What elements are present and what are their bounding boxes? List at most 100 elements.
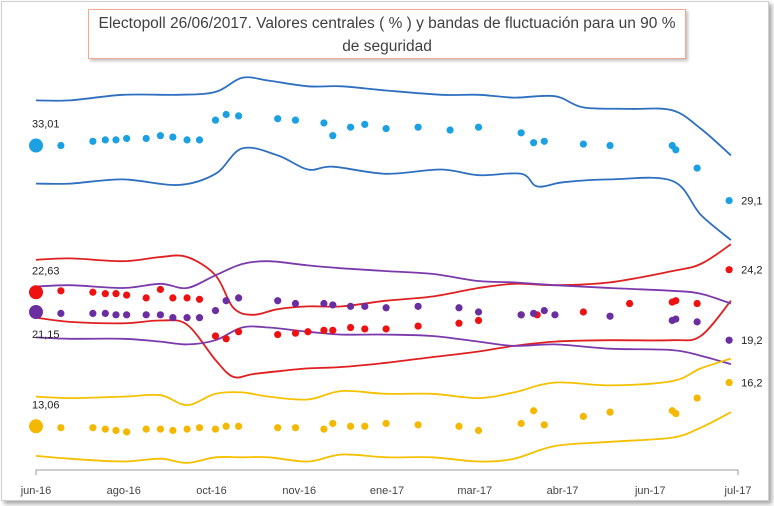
x-tick-label: abr-17	[547, 485, 579, 497]
data-point	[183, 136, 191, 144]
data-point	[112, 426, 120, 435]
data-point	[89, 137, 97, 145]
data-point	[455, 304, 463, 312]
data-point	[625, 299, 634, 308]
data-point	[455, 422, 463, 430]
start-value-label: 33,01	[32, 119, 60, 131]
data-point	[101, 290, 109, 298]
data-point	[304, 328, 312, 336]
data-point	[195, 314, 204, 322]
start-point	[29, 419, 43, 434]
data-point	[530, 407, 538, 415]
data-point	[222, 335, 230, 343]
x-tick-label: nov-16	[282, 485, 316, 497]
data-point	[101, 425, 109, 433]
x-tick-label: jul-17	[724, 485, 752, 497]
data-point	[274, 424, 282, 432]
chart-title: Electopoll 26/06/2017. Valores centrales…	[88, 9, 686, 59]
data-point	[725, 378, 733, 387]
data-point	[142, 294, 150, 302]
data-point	[222, 422, 230, 430]
data-point	[320, 326, 328, 334]
data-point	[579, 140, 587, 148]
start-point	[29, 138, 43, 153]
data-point	[57, 424, 65, 432]
data-point	[112, 290, 120, 298]
data-point	[693, 164, 701, 172]
data-point	[361, 422, 369, 430]
data-point	[446, 126, 454, 134]
data-point	[329, 132, 337, 140]
data-point	[142, 311, 150, 319]
data-point	[693, 394, 701, 402]
data-point	[672, 146, 680, 154]
data-point	[693, 318, 701, 326]
data-point	[89, 309, 97, 318]
data-point	[474, 426, 483, 435]
data-point	[291, 329, 300, 337]
start-point	[29, 285, 43, 300]
data-point	[235, 422, 243, 430]
data-point	[183, 294, 191, 302]
data-point	[183, 425, 191, 433]
data-point	[112, 136, 120, 144]
data-point	[101, 136, 109, 144]
band-lower-line	[35, 146, 732, 241]
data-point	[211, 116, 220, 124]
data-point	[169, 314, 177, 322]
data-point	[235, 112, 243, 120]
data-point	[329, 301, 337, 309]
x-axis: jun-16 ago-16 oct-16 nov-16 ene-17 mar-17 abr-…	[20, 469, 752, 497]
start-point	[29, 305, 43, 319]
data-point	[211, 425, 220, 433]
data-point	[517, 419, 525, 428]
data-point	[361, 302, 369, 310]
data-point	[156, 132, 165, 140]
data-point	[540, 137, 548, 145]
data-point	[530, 139, 538, 147]
data-point	[183, 314, 191, 322]
end-value-label: 29,1	[741, 196, 762, 208]
data-point	[530, 309, 538, 318]
start-value-label: 21,15	[32, 329, 60, 341]
end-value-label: 24,2	[741, 265, 762, 277]
data-point	[606, 141, 614, 150]
data-point	[156, 311, 165, 319]
data-point	[291, 116, 300, 124]
data-point	[414, 302, 422, 310]
data-point	[123, 428, 131, 436]
data-point	[274, 297, 282, 305]
data-point	[414, 123, 422, 131]
data-point	[211, 306, 220, 315]
fluctuation-bands	[35, 76, 732, 464]
data-labels: 33,01 29,1 22,63 24,2 21,15 19,2 13,06 16,2	[32, 119, 763, 412]
band-lower-line	[35, 300, 732, 379]
data-point	[89, 424, 97, 432]
data-point	[579, 412, 587, 420]
start-value-label: 22,63	[32, 265, 60, 277]
data-point	[291, 299, 300, 308]
data-point	[169, 133, 177, 141]
band-upper-line	[35, 260, 732, 305]
x-tick-label: oct-16	[196, 485, 227, 497]
data-point	[169, 294, 177, 302]
data-point	[195, 424, 204, 432]
x-tick-label: ene-17	[370, 485, 404, 497]
data-point	[455, 319, 463, 327]
data-point	[672, 315, 680, 323]
band-lower-line	[35, 411, 732, 464]
data-points	[29, 110, 733, 436]
data-point	[517, 311, 525, 319]
data-point	[382, 304, 390, 312]
x-tick-label: mar-17	[457, 485, 492, 497]
data-point	[474, 316, 483, 325]
start-value-label: 13,06	[32, 399, 60, 411]
data-point	[517, 129, 525, 137]
data-point	[169, 426, 177, 435]
data-point	[551, 311, 559, 319]
data-point	[123, 291, 131, 299]
data-point	[382, 419, 390, 428]
data-point	[361, 325, 369, 333]
